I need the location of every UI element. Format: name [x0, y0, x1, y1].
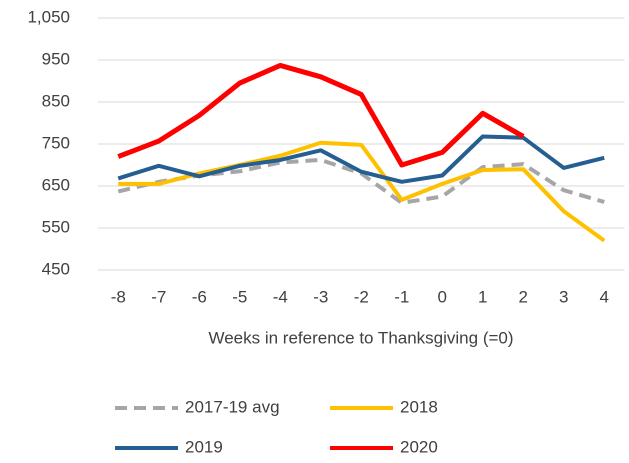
- y-tick-label: 750: [42, 133, 70, 152]
- y-tick-label: 1,050: [27, 7, 70, 26]
- legend-label: 2019: [185, 437, 223, 456]
- legend-label: 2017-19 avg: [185, 397, 280, 416]
- x-tick-label: -7: [151, 287, 166, 306]
- series-line: [117, 134, 605, 184]
- x-tick-label: 3: [559, 287, 568, 306]
- x-tick-label: 0: [438, 287, 447, 306]
- legend-label: 2020: [400, 437, 438, 456]
- y-tick-label: 950: [42, 49, 70, 68]
- x-tick-label: -6: [192, 287, 207, 306]
- x-tick-label: 1: [478, 287, 487, 306]
- legend-label: 2018: [400, 397, 438, 416]
- x-tick-label: -1: [394, 287, 409, 306]
- x-tick-label: 4: [600, 287, 609, 306]
- series-line: [118, 140, 606, 243]
- y-tick-label: 450: [42, 259, 70, 278]
- series-line: [117, 157, 605, 205]
- x-tick-label: 2: [519, 287, 528, 306]
- x-axis-title: Weeks in reference to Thanksgiving (=0): [208, 328, 513, 347]
- x-tick-label: -2: [354, 287, 369, 306]
- x-tick-label: -5: [232, 287, 247, 306]
- x-tick-label: -4: [273, 287, 288, 306]
- series-line: [117, 62, 525, 168]
- y-tick-label: 550: [42, 217, 70, 236]
- x-tick-label: -8: [111, 287, 126, 306]
- x-tick-label: -3: [313, 287, 328, 306]
- y-tick-label: 850: [42, 91, 70, 110]
- y-tick-label: 650: [42, 175, 70, 194]
